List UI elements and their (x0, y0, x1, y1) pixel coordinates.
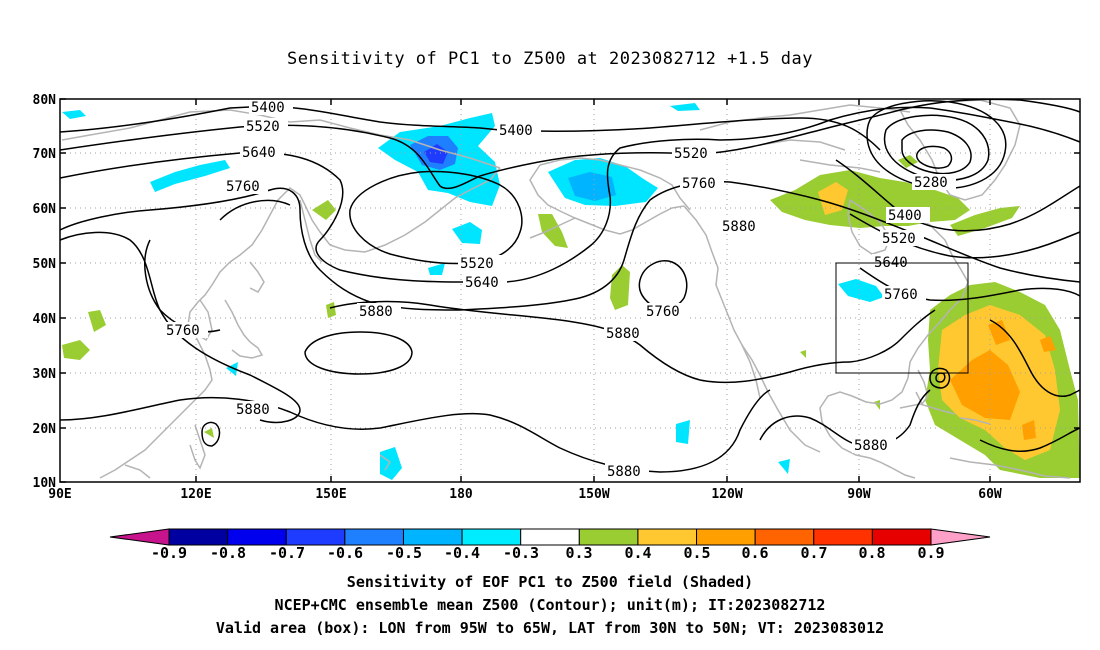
contour-label: 5640 (242, 145, 276, 161)
plot-title: Sensitivity of PC1 to Z500 at 2023082712… (286, 49, 813, 69)
caption-shading: Sensitivity of EOF PC1 to Z500 field (Sh… (346, 573, 754, 591)
colorbar-cell (227, 528, 287, 546)
colorbar-labels: -0.9 -0.8 -0.7 -0.6 -0.5 -0.4 -0.3 0.3 0… (151, 544, 945, 562)
lon-label: 180 (449, 487, 473, 502)
colorbar-label: -0.3 (503, 544, 539, 562)
lat-label: 60N (33, 202, 57, 217)
colorbar-cell (520, 528, 580, 546)
colorbar-label: 0.3 (565, 544, 592, 562)
lon-label: 90E (48, 487, 71, 502)
colorbar (109, 528, 991, 546)
contour-label: 5520 (674, 146, 708, 162)
colorbar-cell (402, 528, 463, 546)
contour-label: 5520 (460, 256, 494, 272)
contour-label: 5760 (226, 179, 260, 195)
colorbar-high-end (930, 528, 991, 546)
colorbar-cell (578, 528, 639, 546)
lat-label: 40N (33, 312, 57, 327)
colorbar-label: 0.7 (800, 544, 827, 562)
colorbar-label: -0.9 (151, 544, 187, 562)
lon-label: 150E (315, 487, 346, 502)
contour-label: 5760 (884, 287, 918, 303)
lon-label: 150W (578, 487, 609, 502)
colorbar-cell (696, 528, 756, 546)
contour-label: 5760 (166, 323, 200, 339)
contour-label: 5400 (888, 208, 922, 224)
colorbar-label: -0.5 (386, 544, 422, 562)
contour-label: 5400 (499, 123, 533, 139)
colorbar-cell (285, 528, 346, 546)
colorbar-label: -0.8 (210, 544, 246, 562)
contour-label: 5880 (607, 464, 641, 480)
colorbar-cell (344, 528, 404, 546)
lon-label: 120E (180, 487, 211, 502)
contour-label: 5640 (465, 275, 499, 291)
colorbar-cell (813, 528, 873, 546)
colorbar-label: -0.4 (444, 544, 480, 562)
lat-label: 10N (33, 476, 57, 491)
colorbar-cell (754, 528, 815, 546)
colorbar-label: -0.6 (327, 544, 363, 562)
lat-label: 80N (33, 93, 57, 108)
contour-label: 5880 (722, 219, 756, 235)
latitude-labels: 80N 70N 60N 50N 40N 30N 20N 10N (33, 93, 57, 491)
colorbar-cell (637, 528, 698, 546)
lat-label: 50N (33, 257, 57, 272)
lat-label: 70N (33, 147, 57, 162)
contour-label: 5520 (246, 119, 280, 135)
colorbar-label: 0.6 (741, 544, 768, 562)
colorbar-label: -0.7 (269, 544, 305, 562)
axis-ticks (60, 98, 1080, 483)
colorbar-cell (461, 528, 522, 546)
contour-label: 5280 (914, 175, 948, 191)
colorbar-label: 0.9 (917, 544, 944, 562)
contour-label: 5760 (646, 304, 680, 320)
contour-label: 5520 (882, 231, 916, 247)
negative-sensitivity-shading (62, 103, 884, 480)
lon-label: 60W (978, 487, 1002, 502)
valid-area-box (835, 262, 969, 374)
positive-sensitivity-shading (62, 155, 1080, 478)
contour-label: 5400 (251, 100, 285, 116)
caption-valid-area: Valid area (box): LON from 95W to 65W, L… (215, 619, 885, 637)
contour-label: 5880 (359, 304, 393, 320)
contour-label: 5760 (682, 176, 716, 192)
colorbar-cell (871, 528, 932, 546)
plot-frame (59, 98, 1081, 483)
contour-labels: 5400 5520 5640 5760 5400 5520 5760 5880 … (164, 99, 956, 480)
lon-label: 120W (711, 487, 742, 502)
lat-label: 20N (33, 422, 57, 437)
lat-label: 30N (33, 367, 57, 382)
colorbar-cells (168, 528, 932, 546)
colorbar-label: 0.4 (624, 544, 651, 562)
longitude-labels: 90E 120E 150E 180 150W 120W 90W 60W (48, 487, 1002, 502)
contour-label: 5880 (236, 402, 270, 418)
caption-contour: NCEP+CMC ensemble mean Z500 (Contour); u… (274, 596, 826, 614)
colorbar-label: 0.8 (858, 544, 885, 562)
z500-contours (59, 98, 1081, 473)
lon-label: 90W (847, 487, 871, 502)
colorbar-label: 0.5 (683, 544, 710, 562)
colorbar-low-end (109, 528, 170, 546)
contour-label: 5880 (606, 326, 640, 342)
colorbar-cell (168, 528, 229, 546)
contour-label: 5880 (854, 438, 888, 454)
